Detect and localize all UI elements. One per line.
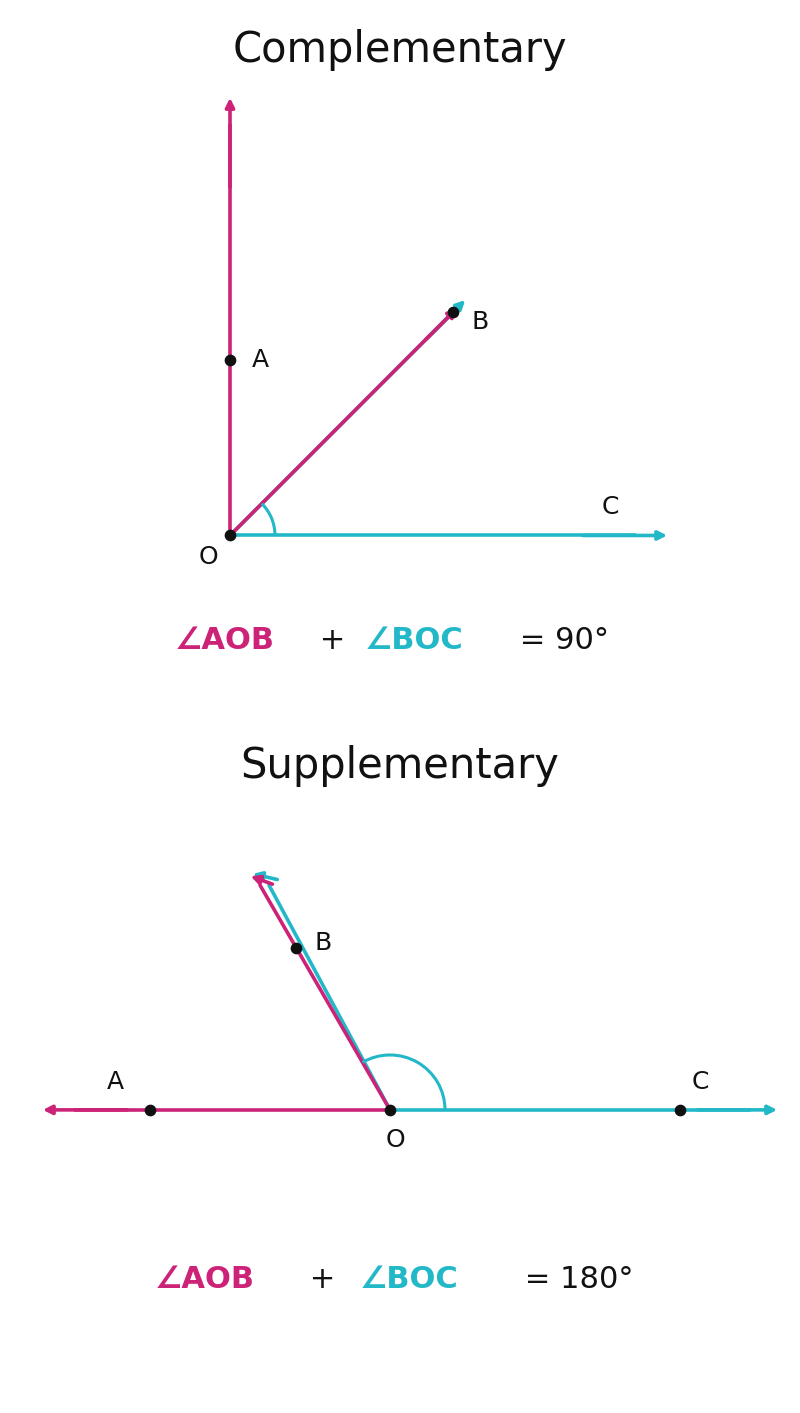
- Point: [446, 301, 459, 324]
- Text: = 180°: = 180°: [515, 1265, 634, 1294]
- Text: ∠AOB: ∠AOB: [175, 626, 275, 656]
- Text: O: O: [198, 545, 218, 569]
- Text: Complementary: Complementary: [233, 30, 567, 71]
- Text: B: B: [314, 931, 332, 955]
- Text: A: A: [252, 349, 269, 372]
- Text: ∠BOC: ∠BOC: [360, 1265, 458, 1294]
- Text: O: O: [385, 1128, 405, 1152]
- Point: [224, 524, 237, 547]
- Text: A: A: [106, 1070, 123, 1094]
- Point: [674, 1098, 686, 1121]
- Point: [384, 1098, 397, 1121]
- Text: ∠BOC: ∠BOC: [365, 626, 464, 656]
- Text: C: C: [691, 1070, 709, 1094]
- Text: Supplementary: Supplementary: [241, 745, 559, 787]
- Text: B: B: [471, 309, 489, 333]
- Point: [144, 1098, 157, 1121]
- Point: [290, 937, 303, 959]
- Text: ∠AOB: ∠AOB: [155, 1265, 255, 1294]
- Text: +: +: [300, 1265, 345, 1294]
- Point: [224, 349, 237, 372]
- Text: C: C: [602, 496, 618, 520]
- Text: = 90°: = 90°: [510, 626, 609, 656]
- Text: +: +: [310, 626, 355, 656]
